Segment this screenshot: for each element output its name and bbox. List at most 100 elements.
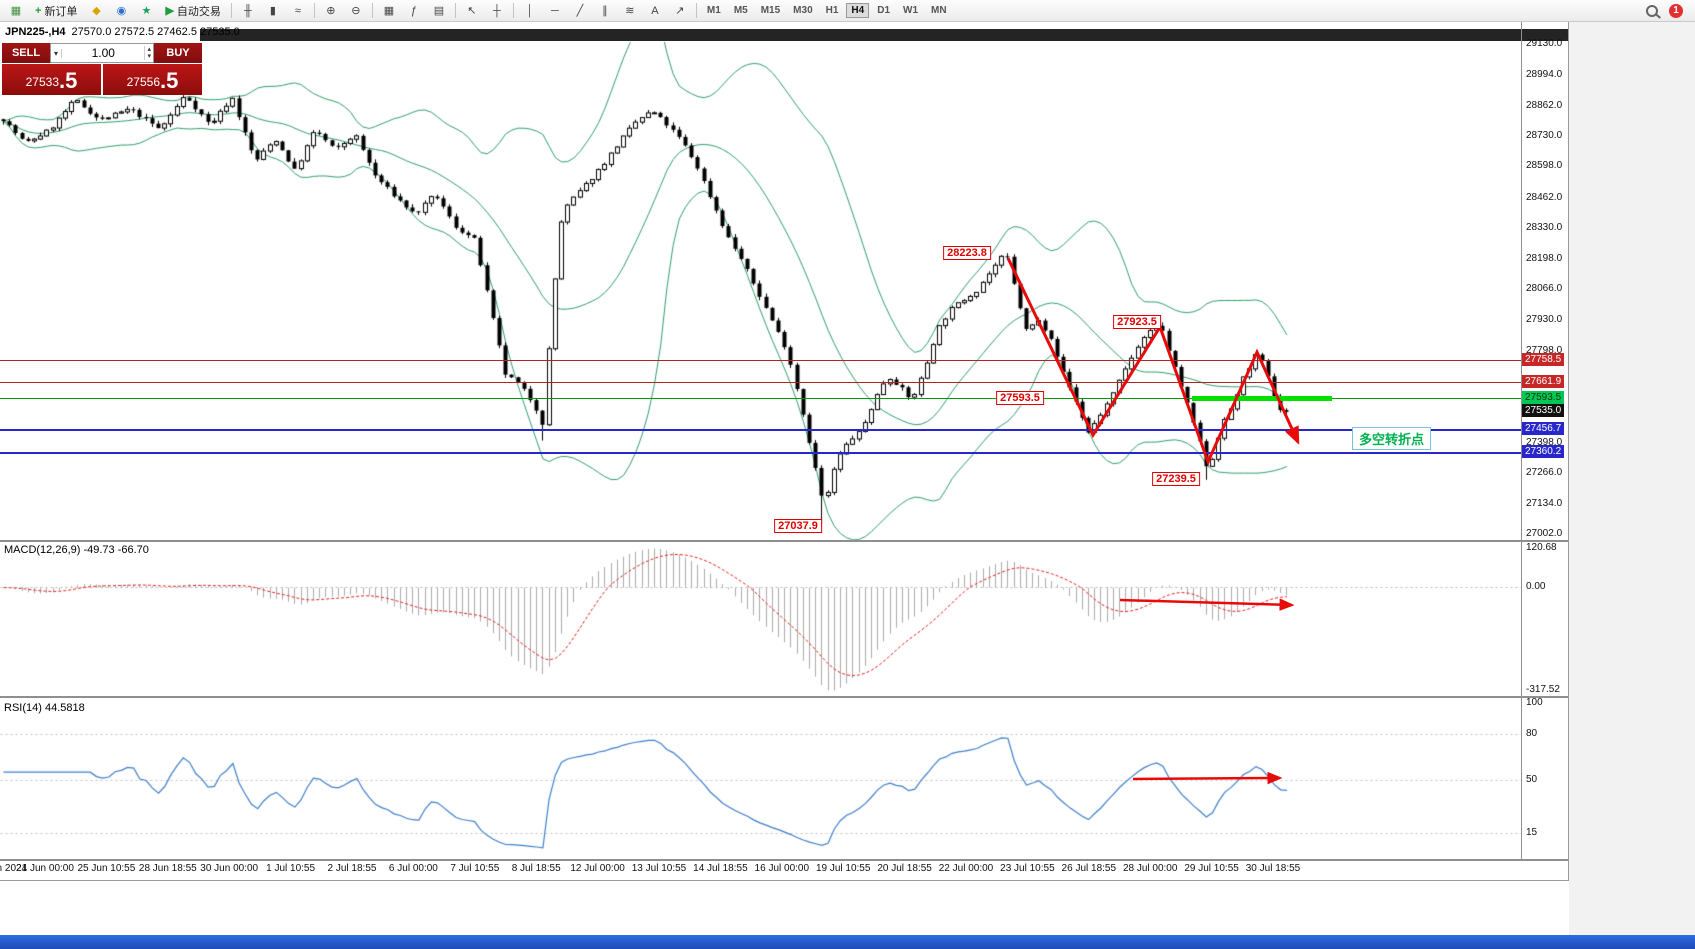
- right-empty-area: [1569, 22, 1695, 935]
- price-callout: 28223.8: [943, 245, 991, 260]
- timeframe-m5[interactable]: M5: [733, 5, 748, 16]
- horizontal-line[interactable]: [0, 429, 1521, 431]
- toolbar: ▦ + 新订单 ◆ ◉ ★ ▶ 自动交易 ╫ ▮ ≈ ⊕ ⊖ ▦ ƒ ▤ ↖ ┼ │ ─ ╱ ∥ ≋ A ↗ M1 M5 M15 M30…: [0, 0, 1695, 22]
- timeframe-m15[interactable]: M15: [760, 5, 781, 16]
- price-digits: 27533: [25, 75, 59, 89]
- volume-value[interactable]: 1.00: [91, 46, 115, 60]
- time-axis-label: 22 Jul 00:00: [938, 863, 994, 874]
- time-axis-label: 12 Jul 00:00: [570, 863, 625, 874]
- toolbar-separator: [512, 3, 514, 18]
- price-axis-label: 28994.0: [1526, 69, 1563, 81]
- trendline-icon[interactable]: ╱: [576, 5, 584, 17]
- time-axis-label: 2 Jul 18:55: [327, 863, 377, 874]
- time-axis-label: 25 Jun 10:55: [77, 863, 136, 874]
- price-axis-tag: 27535.0: [1522, 404, 1565, 418]
- rsi-label: RSI(14) 44.5818: [4, 702, 85, 714]
- accounts-icon[interactable]: ◉: [116, 5, 127, 17]
- price-axis-label: 28198.0: [1526, 252, 1563, 264]
- horizontal-line[interactable]: [0, 452, 1521, 454]
- auto-trading-button[interactable]: ▶ 自动交易: [159, 1, 226, 21]
- time-axis-label: 13 Jul 10:55: [631, 863, 687, 874]
- objects-list-icon[interactable]: ▤: [433, 5, 445, 17]
- taskbar[interactable]: [0, 935, 1695, 949]
- price-big-digits: .5: [160, 68, 179, 93]
- toolbar-separator: [371, 3, 373, 18]
- horizontal-line[interactable]: [0, 360, 1521, 361]
- support-segment[interactable]: [1192, 396, 1332, 401]
- new-chart-icon[interactable]: ▦: [10, 5, 22, 17]
- arrow-object-icon[interactable]: ↗: [675, 5, 685, 17]
- time-axis-label: 6 Jul 00:00: [388, 863, 438, 874]
- price-axis-border: [1521, 22, 1522, 859]
- crosshair-icon[interactable]: ┼: [493, 4, 501, 17]
- text-label-icon[interactable]: A: [651, 4, 659, 17]
- timeframe-m1[interactable]: M1: [706, 5, 721, 16]
- volume-up-icon[interactable]: ▴: [147, 46, 151, 53]
- time-axis-label: 23 Jul 10:55: [1000, 863, 1055, 874]
- notification-badge[interactable]: 1: [1669, 3, 1683, 18]
- rsi-axis-label: 100: [1526, 697, 1543, 708]
- ohlc-bars-icon[interactable]: ╫: [244, 4, 252, 17]
- time-axis-year: Jun 2021: [0, 863, 28, 874]
- fibonacci-icon[interactable]: ≋: [625, 5, 635, 17]
- zoom-out-icon[interactable]: ⊖: [351, 5, 361, 17]
- rsi-axis-label: 80: [1526, 727, 1538, 739]
- volume-dropdown-icon[interactable]: ▾: [51, 48, 63, 58]
- chart-ohlc-values: 27570.0 27572.5 27462.5 27535.0: [71, 26, 240, 38]
- chart-symbol-timeframe: JPN225-,H4: [5, 26, 66, 38]
- zoom-in-icon[interactable]: ⊕: [326, 5, 336, 17]
- search-icon[interactable]: [1640, 1, 1664, 21]
- timeframe-w1[interactable]: W1: [903, 5, 919, 16]
- new-order-button[interactable]: + 新订单: [29, 1, 83, 21]
- time-axis-label: 26 Jul 18:55: [1061, 863, 1117, 874]
- horizontal-line[interactable]: [0, 382, 1521, 383]
- buy-price[interactable]: 27556.5: [103, 64, 202, 95]
- macd-axis-label: 0.00: [1526, 581, 1546, 593]
- deposit-icon[interactable]: ◆: [92, 5, 101, 17]
- price-axis-tag: 27593.5: [1522, 390, 1565, 404]
- price-axis-tag: 27661.9: [1522, 375, 1565, 389]
- time-axis-label: 28 Jun 18:55: [138, 863, 197, 874]
- candlestick-icon[interactable]: ▮: [269, 5, 276, 17]
- panel-separator[interactable]: [0, 540, 1568, 542]
- chart-top-strip: [200, 29, 1568, 41]
- channel-icon[interactable]: ∥: [602, 5, 608, 17]
- toolbar-separator: [695, 3, 697, 18]
- horizontal-line[interactable]: [0, 398, 1521, 399]
- bottom-empty-area: [0, 881, 1568, 935]
- timeframe-h4[interactable]: H4: [846, 3, 870, 18]
- toolbar-separator: [230, 3, 232, 18]
- time-axis-label: 24 Jun 00:00: [16, 863, 74, 874]
- timeframe-m30[interactable]: M30: [793, 5, 813, 16]
- price-axis-label: 27798.0: [1526, 344, 1563, 356]
- cursor-icon[interactable]: ↖: [467, 5, 477, 17]
- timeframe-d1[interactable]: D1: [877, 5, 891, 16]
- price-chart-canvas[interactable]: [0, 22, 1568, 880]
- sell-price[interactable]: 27533.5: [2, 64, 101, 95]
- macd-label: MACD(12,26,9) -49.73 -66.70: [4, 544, 149, 556]
- sell-button[interactable]: SELL: [2, 43, 50, 63]
- macd-axis-label: -317.52: [1526, 684, 1560, 695]
- timeframe-mn[interactable]: MN: [931, 5, 947, 16]
- panel-separator[interactable]: [0, 696, 1568, 698]
- time-axis-label: 28 Jul 00:00: [1122, 863, 1178, 874]
- rsi-axis-label: 15: [1526, 827, 1538, 839]
- line-chart-icon[interactable]: ≈: [294, 4, 301, 17]
- new-order-label: 新订单: [44, 5, 78, 18]
- price-axis-tag: 27758.5: [1522, 352, 1565, 366]
- tile-windows-icon[interactable]: ▦: [383, 5, 395, 17]
- volume-down-icon[interactable]: ▾: [147, 53, 151, 60]
- buy-button[interactable]: BUY: [154, 43, 202, 63]
- indicators-icon[interactable]: ƒ: [410, 4, 417, 17]
- price-axis-label: 28066.0: [1526, 282, 1563, 294]
- horizontal-line-icon[interactable]: ─: [551, 4, 559, 17]
- vertical-line-icon[interactable]: │: [526, 4, 534, 17]
- volume-field[interactable]: ▾ 1.00 ▴ ▾: [50, 43, 154, 63]
- timeframe-h1[interactable]: H1: [825, 5, 839, 16]
- price-axis-label: 29130.0: [1526, 38, 1563, 49]
- alerts-icon[interactable]: ★: [141, 5, 152, 17]
- panel-separator[interactable]: [0, 859, 1568, 861]
- chart-window: JPN225-,H4 27570.0 27572.5 27462.5 27535.…: [0, 22, 1569, 881]
- volume-spinner[interactable]: ▴ ▾: [144, 46, 153, 60]
